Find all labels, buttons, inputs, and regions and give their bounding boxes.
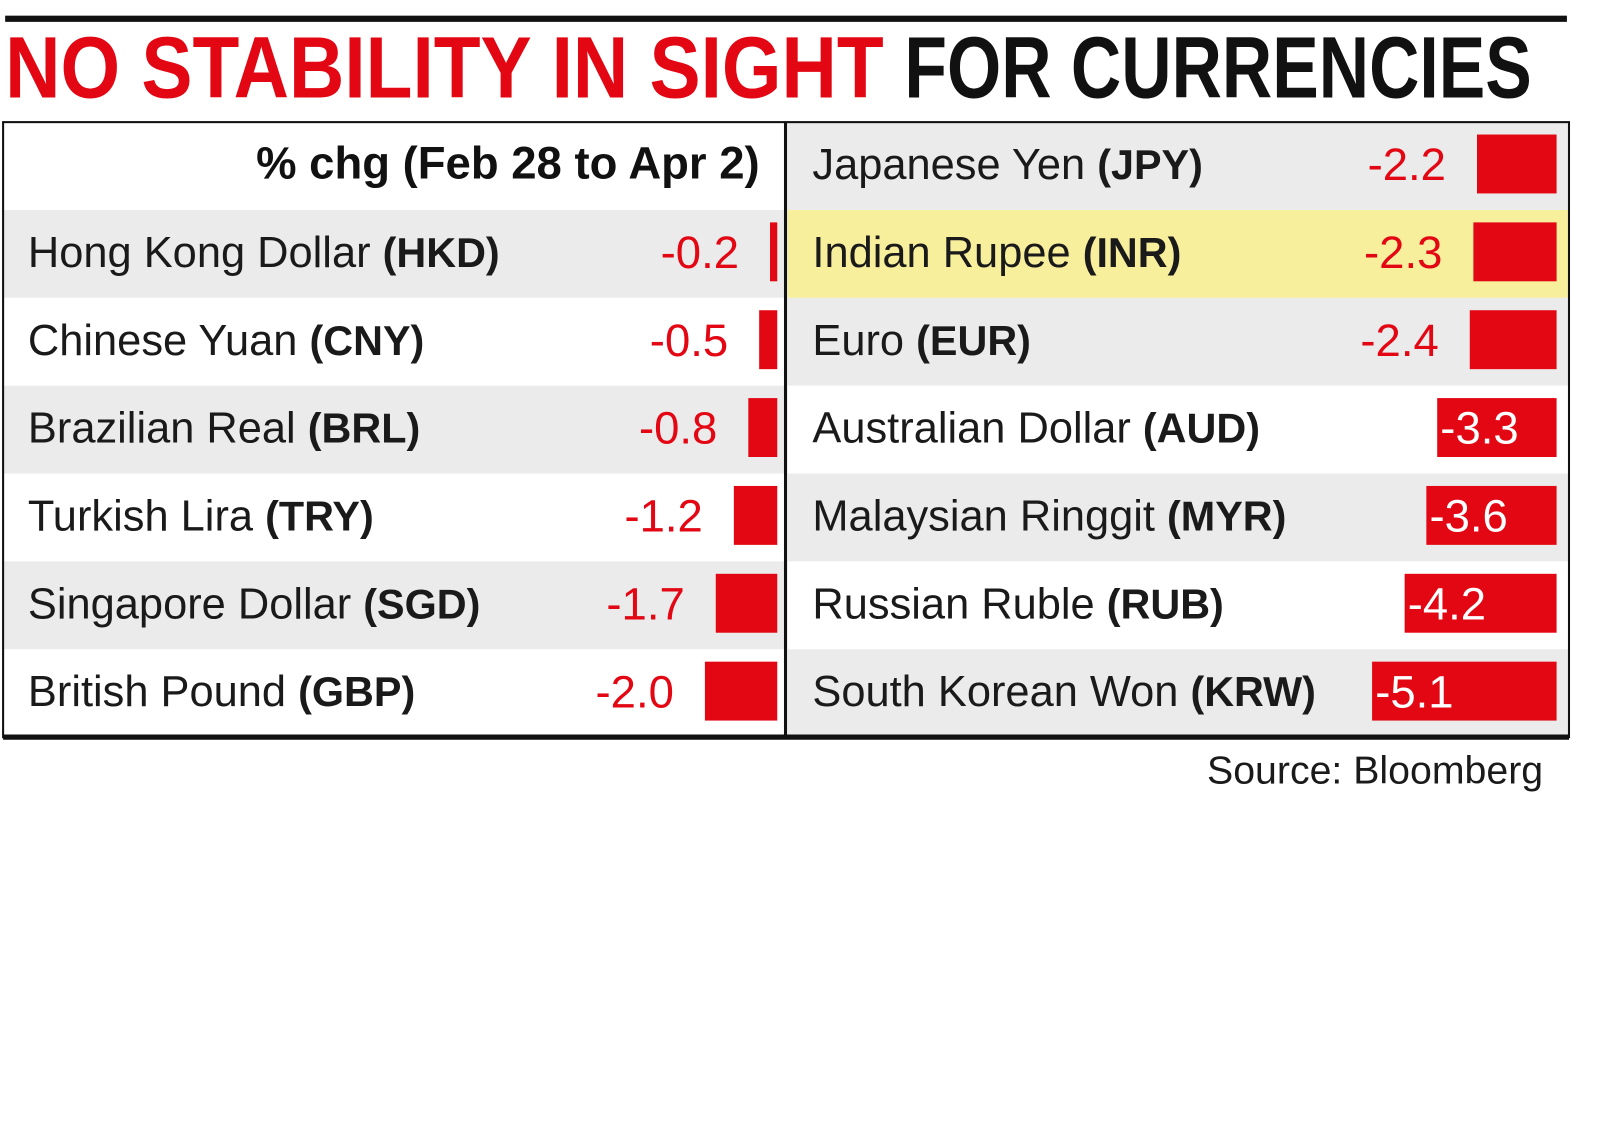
currency-name: Malaysian Ringgit: [812, 493, 1155, 541]
currency-code: (CNY): [309, 318, 424, 364]
currency-code: (HKD): [383, 230, 500, 276]
bar: [759, 310, 778, 370]
value-label: -5.1: [1375, 666, 1453, 717]
bar: [1372, 661, 1557, 721]
currency-label: Hong Kong Dollar (HKD): [28, 229, 500, 277]
currency-code: (BRL): [308, 406, 420, 452]
row-background: [3, 297, 786, 386]
currency-label: Brazilian Real (BRL): [28, 405, 420, 453]
value-label: -3.6: [1429, 491, 1507, 542]
value-label: -2.3: [1364, 227, 1442, 278]
value-label: -4.2: [1408, 578, 1486, 629]
row-background: [787, 297, 1569, 386]
bar: [1404, 573, 1557, 633]
currency-name: Turkish Lira: [28, 493, 254, 541]
currency-label: South Korean Won (KRW): [812, 669, 1316, 717]
currency-code: (JPY): [1097, 142, 1203, 188]
currency-name: Chinese Yuan: [28, 317, 298, 365]
currency-name: Singapore Dollar: [28, 581, 351, 629]
currency-label: Turkish Lira (TRY): [28, 493, 374, 541]
value-label: -1.7: [606, 578, 684, 629]
value-label: -0.8: [639, 403, 717, 454]
value-label: -2.2: [1368, 139, 1446, 190]
value-label: -0.2: [661, 227, 739, 278]
value-label: -1.2: [624, 491, 702, 542]
currency-label: Malaysian Ringgit (MYR): [812, 493, 1286, 541]
currency-label: Indian Rupee (INR): [812, 229, 1181, 277]
title-highlight: NO STABILITY IN SIGHT: [5, 20, 884, 117]
bar: [1437, 398, 1557, 458]
value-label: -0.5: [650, 315, 728, 366]
bar: [1469, 310, 1557, 370]
currency-label: Euro (EUR): [812, 317, 1031, 365]
currency-code: (AUD): [1143, 406, 1260, 452]
subtitle: % chg (Feb 28 to Apr 2): [256, 138, 760, 189]
value-label: -2.0: [596, 666, 674, 717]
currency-code: (INR): [1083, 230, 1182, 276]
row-background: [787, 209, 1569, 298]
currency-code: (EUR): [916, 318, 1031, 364]
bar: [770, 222, 778, 282]
header-cell: [3, 122, 786, 210]
currency-name: Japanese Yen: [812, 142, 1085, 190]
row-background: [3, 649, 786, 738]
bar: [1473, 222, 1557, 282]
bar: [704, 661, 778, 721]
currency-label: Chinese Yuan (CNY): [28, 317, 424, 365]
title-rest: FOR CURRENCIES: [904, 20, 1531, 117]
currency-name: Indian Rupee: [812, 229, 1070, 277]
currency-label: British Pound (GBP): [28, 669, 415, 717]
row-background: [787, 122, 1569, 210]
top-rule: [5, 15, 1567, 22]
row-background: [3, 561, 786, 650]
currency-name: Brazilian Real: [28, 405, 296, 453]
bar: [733, 485, 778, 545]
bar: [715, 573, 778, 633]
value-label: -3.3: [1440, 403, 1518, 454]
currency-label: Russian Ruble (RUB): [812, 581, 1223, 629]
currency-name: Russian Ruble: [812, 581, 1094, 629]
row-background: [3, 209, 786, 298]
row-background: [3, 473, 786, 562]
row-background: [3, 385, 786, 474]
currency-name: Australian Dollar: [812, 405, 1130, 453]
bar: [1426, 485, 1557, 545]
source: Source: Bloomberg: [1207, 749, 1543, 793]
value-label: -2.4: [1360, 315, 1438, 366]
currency-code: (KRW): [1190, 669, 1315, 715]
currency-code: (GBP): [298, 669, 415, 715]
currency-code: (SGD): [363, 581, 480, 627]
currency-name: British Pound: [28, 669, 286, 717]
currency-label: Japanese Yen (JPY): [812, 142, 1203, 190]
bar: [748, 398, 778, 458]
currency-code: (MYR): [1167, 493, 1286, 539]
currency-code: (TRY): [265, 493, 374, 539]
table: Hong Kong Dollar (HKD) -0.2 Chinese Yuan (…: [2, 121, 1571, 740]
currency-name: Hong Kong Dollar: [28, 229, 371, 277]
currency-name: Euro: [812, 317, 904, 365]
currency-name: South Korean Won: [812, 669, 1178, 717]
currency-code: (RUB): [1107, 581, 1224, 627]
currency-label: Singapore Dollar (SGD): [28, 581, 480, 629]
bar: [1477, 134, 1557, 194]
currency-label: Australian Dollar (AUD): [812, 405, 1260, 453]
